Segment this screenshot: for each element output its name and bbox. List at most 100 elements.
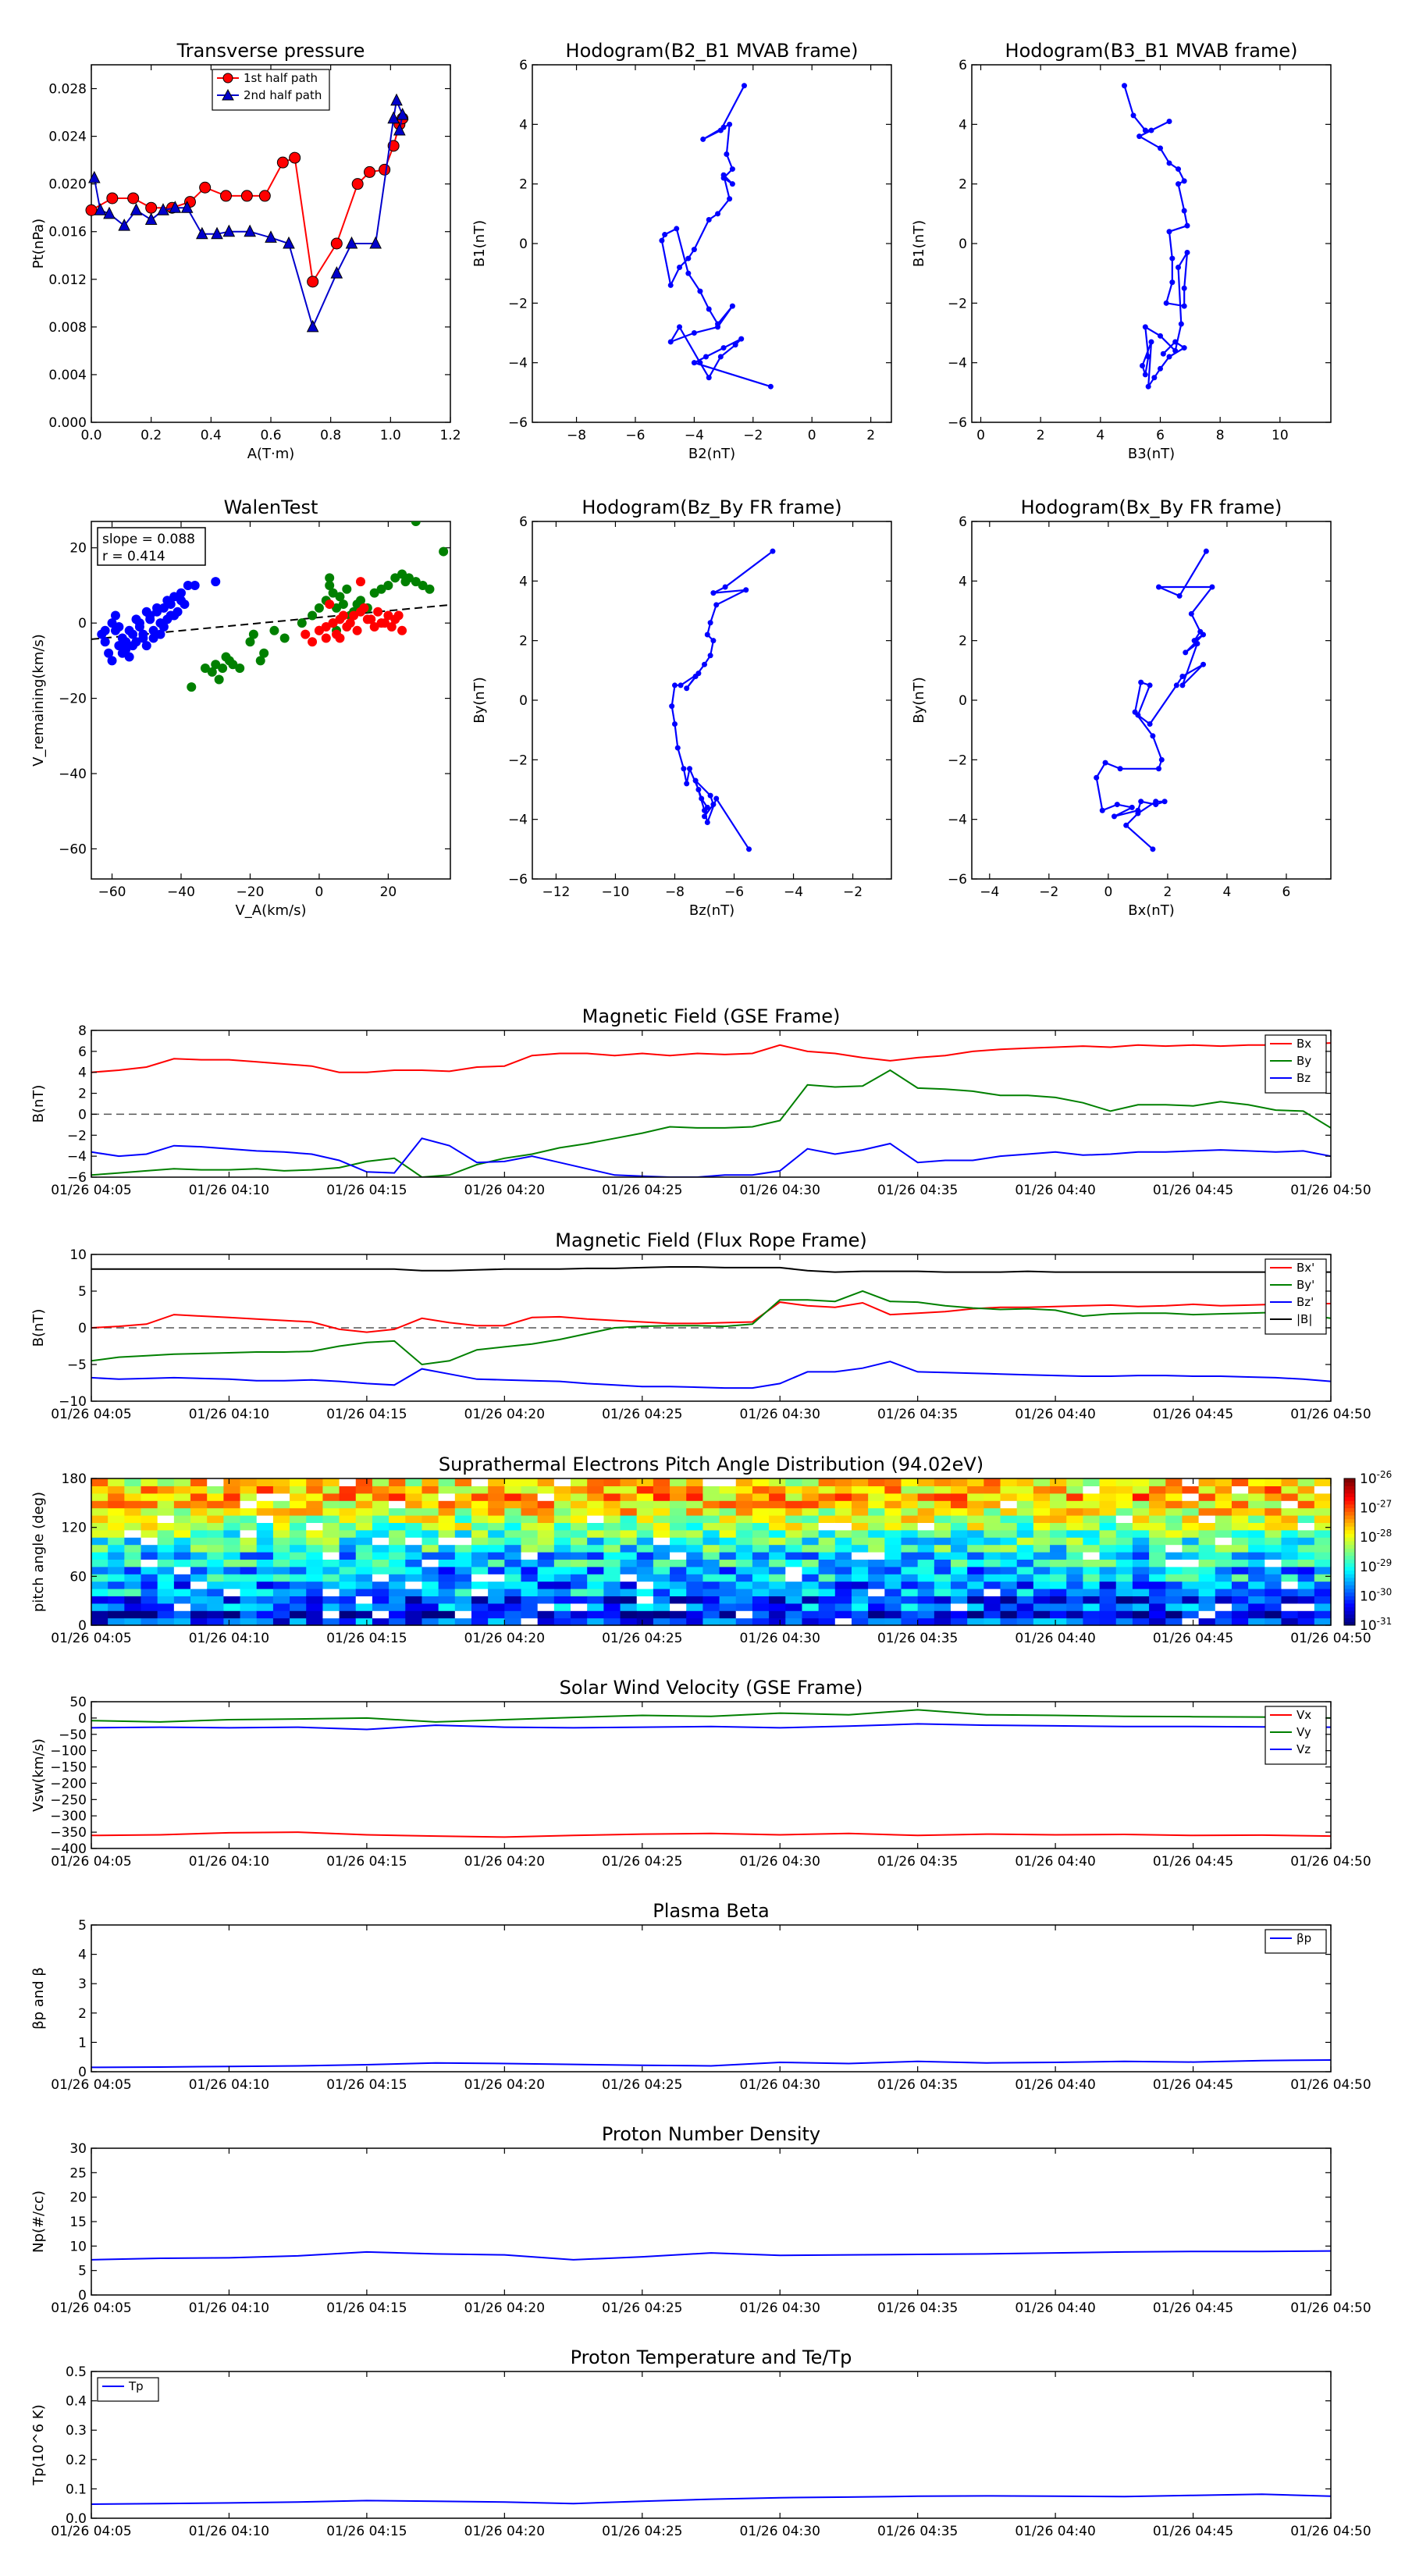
data-point bbox=[667, 282, 674, 288]
scatter-point-green bbox=[411, 521, 421, 526]
heatmap-cell bbox=[256, 1574, 274, 1582]
heatmap-cell bbox=[653, 1529, 670, 1538]
heatmap-cell bbox=[1016, 1610, 1034, 1619]
heatmap-cell bbox=[834, 1574, 852, 1582]
series-line-Bz' bbox=[91, 1361, 1331, 1389]
heatmap-cell bbox=[1016, 1515, 1034, 1523]
scatter-point-red bbox=[345, 618, 355, 628]
heatmap-cell bbox=[1050, 1478, 1067, 1486]
heatmap-cell bbox=[1115, 1610, 1133, 1619]
heatmap-cell bbox=[306, 1574, 324, 1582]
x-tick-label: 01/26 04:25 bbox=[602, 1631, 682, 1646]
x-axis-label: Bz(nT) bbox=[689, 902, 735, 919]
heatmap-cell bbox=[207, 1610, 224, 1619]
colorbar-label: 10-26 bbox=[1360, 1469, 1392, 1487]
scatter-point-green bbox=[404, 573, 414, 583]
heatmap-cell bbox=[785, 1529, 803, 1538]
heatmap-cell bbox=[306, 1529, 324, 1538]
heatmap-cell bbox=[124, 1566, 142, 1574]
heatmap-cell bbox=[306, 1617, 324, 1626]
heatmap-cell bbox=[1248, 1485, 1265, 1494]
scatter-point-blue bbox=[141, 641, 151, 651]
heatmap-cell bbox=[868, 1537, 885, 1546]
heatmap-cell bbox=[934, 1515, 951, 1523]
heatmap-cell bbox=[818, 1493, 836, 1501]
heatmap-cell bbox=[140, 1537, 158, 1546]
heatmap-cell bbox=[322, 1529, 340, 1538]
y-tick-label: 5 bbox=[78, 2264, 87, 2279]
heatmap-cell bbox=[951, 1529, 968, 1538]
heatmap-cell bbox=[256, 1544, 274, 1553]
heatmap-cell bbox=[454, 1515, 472, 1523]
y-tick-label: 0 bbox=[78, 1107, 87, 1123]
x-tick-label: 01/26 04:45 bbox=[1153, 1183, 1233, 1198]
heatmap-cell bbox=[653, 1544, 670, 1553]
heatmap-cell bbox=[537, 1574, 555, 1582]
heatmap-cell bbox=[207, 1507, 224, 1516]
heatmap-cell bbox=[603, 1507, 621, 1516]
heatmap-cell bbox=[901, 1478, 919, 1486]
y-tick-label: 5 bbox=[78, 1918, 87, 1934]
heatmap-cell bbox=[1297, 1589, 1315, 1596]
heatmap-cell bbox=[917, 1500, 935, 1509]
heatmap-cell bbox=[884, 1603, 902, 1611]
data-point bbox=[701, 661, 707, 667]
heatmap-cell bbox=[967, 1515, 984, 1523]
data-point bbox=[289, 151, 301, 164]
heatmap-cell bbox=[389, 1596, 406, 1604]
data-point bbox=[265, 230, 277, 243]
heatmap-cell bbox=[521, 1515, 539, 1523]
heatmap-cell bbox=[917, 1552, 935, 1560]
heatmap-cell bbox=[140, 1610, 158, 1619]
data-point bbox=[722, 584, 728, 590]
colorbar-segment bbox=[1344, 1570, 1355, 1574]
y-tick-label: −50 bbox=[59, 1727, 87, 1743]
heatmap-cell bbox=[620, 1493, 638, 1501]
y-tick-label: 0 bbox=[78, 616, 87, 632]
heatmap-cell bbox=[735, 1485, 753, 1494]
heatmap-cell bbox=[1000, 1522, 1018, 1531]
x-tick-label: 01/26 04:50 bbox=[1290, 2524, 1371, 2539]
y-tick-label: 25 bbox=[69, 2165, 87, 2181]
y-tick-label: 4 bbox=[959, 117, 967, 133]
heatmap-cell bbox=[1264, 1478, 1282, 1486]
heatmap-cell bbox=[1165, 1559, 1183, 1567]
heatmap-cell bbox=[521, 1529, 539, 1538]
data-point bbox=[1145, 354, 1151, 360]
scatter-point-red bbox=[338, 610, 348, 621]
heatmap-cell bbox=[422, 1559, 439, 1567]
heatmap-cell bbox=[190, 1529, 208, 1538]
series-line-Bx' bbox=[91, 1301, 1331, 1333]
heatmap-cell bbox=[670, 1529, 687, 1538]
heatmap-cell bbox=[488, 1478, 505, 1486]
heatmap-cell bbox=[1016, 1617, 1034, 1626]
heatmap-cell bbox=[636, 1522, 654, 1531]
heatmap-cell bbox=[1281, 1566, 1299, 1574]
heatmap-cell bbox=[1215, 1544, 1232, 1553]
heatmap-cell bbox=[1099, 1544, 1117, 1553]
heatmap-cell bbox=[306, 1500, 324, 1509]
heatmap-cell bbox=[785, 1478, 803, 1486]
heatmap-cell bbox=[553, 1485, 571, 1494]
heatmap-cell bbox=[769, 1596, 786, 1604]
heatmap-cell bbox=[834, 1610, 852, 1619]
heatmap-cell bbox=[719, 1522, 737, 1531]
heatmap-cell bbox=[702, 1478, 720, 1486]
heatmap-cell bbox=[1281, 1485, 1299, 1494]
data-point bbox=[674, 226, 680, 232]
heatmap-cell bbox=[636, 1581, 654, 1589]
heatmap-cell bbox=[322, 1478, 340, 1486]
heatmap-cell bbox=[290, 1552, 307, 1560]
heatmap-cell bbox=[1066, 1529, 1083, 1538]
heatmap-cell bbox=[521, 1603, 539, 1611]
heatmap-cell bbox=[553, 1596, 571, 1604]
heatmap-cell bbox=[802, 1500, 820, 1509]
heatmap-cell bbox=[322, 1515, 340, 1523]
scatter-point-red bbox=[349, 610, 359, 621]
x-tick-label: 01/26 04:20 bbox=[464, 1183, 545, 1198]
heatmap-cell bbox=[1281, 1522, 1299, 1531]
data-point bbox=[1129, 804, 1135, 810]
heatmap-cell bbox=[339, 1603, 357, 1611]
heatmap-cell bbox=[686, 1522, 704, 1531]
heatmap-cell bbox=[553, 1581, 571, 1589]
